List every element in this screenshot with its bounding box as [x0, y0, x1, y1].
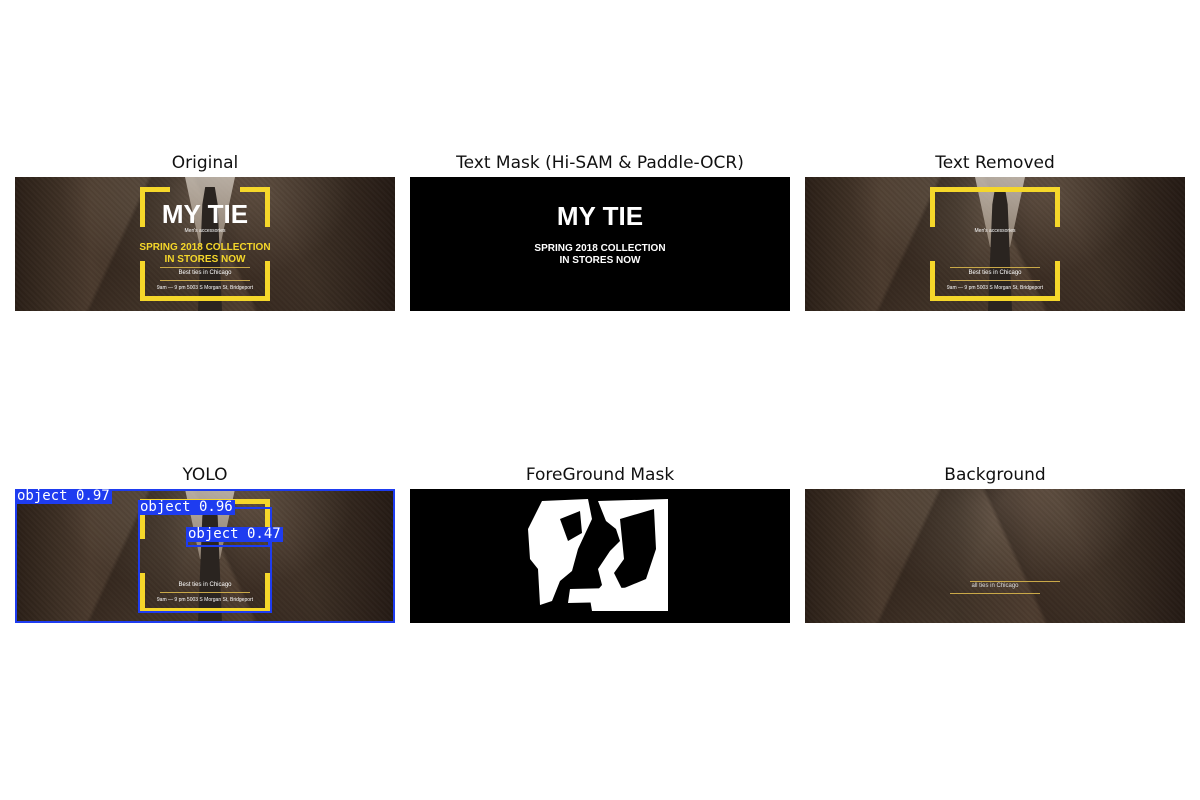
background-image: all ties in Chicago [805, 489, 1185, 623]
best-text: Best ties in Chicago [805, 270, 1185, 276]
background-title: Background [805, 465, 1185, 485]
foreground-mask-shape [410, 489, 790, 623]
foreground-mask-image [410, 489, 790, 623]
text-mask-title: Text Mask (Hi-SAM & Paddle-OCR) [410, 153, 790, 173]
residue-text: all ties in Chicago [805, 583, 1185, 589]
foreground-title: ForeGround Mask [410, 465, 790, 485]
mask-stores: IN STORES NOW [410, 255, 790, 266]
original-image: MY TIE Men's accessories SPRING 2018 COL… [15, 177, 395, 311]
subhead-text: Men's accessories [805, 228, 1185, 234]
text-removed-title: Text Removed [805, 153, 1185, 173]
subhead-text: Men's accessories [15, 228, 395, 234]
text-mask-image: MY TIE SPRING 2018 COLLECTION IN STORES … [410, 177, 790, 311]
headline-text: MY TIE [15, 199, 395, 230]
detection-label-3: object 0.47 [186, 527, 283, 542]
detection-box-2 [138, 507, 272, 613]
collection-text: SPRING 2018 COLLECTION [15, 242, 395, 253]
detection-label-1: object 0.97 [15, 489, 112, 504]
best-text: Best ties in Chicago [15, 270, 395, 276]
mask-headline: MY TIE [410, 201, 790, 232]
yolo-title: YOLO [15, 465, 395, 485]
detection-label-2: object 0.96 [138, 500, 235, 515]
original-title: Original [15, 153, 395, 173]
text-removed-image: Men's accessories Best ties in Chicago 9… [805, 177, 1185, 311]
yolo-image: Best ties in Chicago 9am — 9 pm 5003 S M… [15, 489, 395, 623]
address-text: 9am — 9 pm 5003 S Morgan St, Bridgeport [15, 285, 395, 291]
stores-text: IN STORES NOW [15, 254, 395, 265]
mask-collection: SPRING 2018 COLLECTION [410, 243, 790, 254]
yellow-frame [930, 187, 1060, 301]
address-text: 9am — 9 pm 5003 S Morgan St, Bridgeport [805, 285, 1185, 291]
